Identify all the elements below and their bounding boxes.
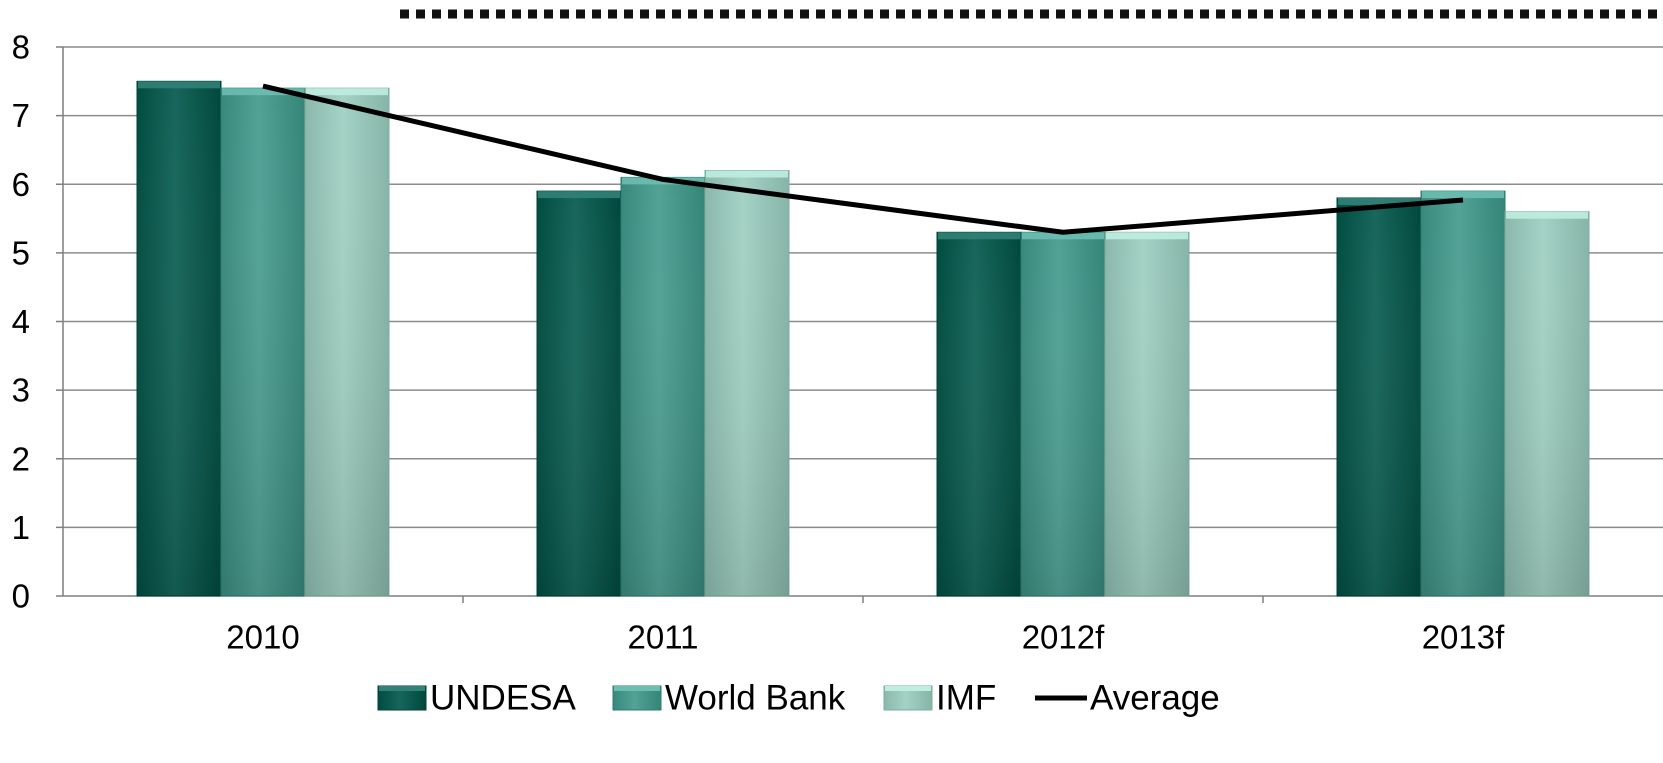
bar-shading bbox=[621, 177, 705, 596]
legend-swatch-highlight bbox=[379, 686, 425, 691]
bar-shading bbox=[1337, 197, 1421, 596]
bar-top-highlight bbox=[1422, 191, 1504, 199]
y-tick-label: 2 bbox=[12, 440, 30, 477]
x-tick-label: 2011 bbox=[628, 619, 699, 656]
y-tick-label: 5 bbox=[12, 234, 30, 271]
x-tick-label: 2010 bbox=[226, 619, 299, 656]
bar-shading bbox=[221, 88, 305, 597]
bars bbox=[136, 80, 1590, 597]
bar-shading bbox=[1421, 191, 1505, 597]
bar-top-highlight bbox=[1338, 197, 1420, 205]
y-tick-label: 4 bbox=[12, 303, 30, 340]
legend-label: IMF bbox=[936, 679, 996, 718]
y-tick-label: 7 bbox=[12, 97, 30, 134]
legend-swatch-highlight bbox=[885, 686, 931, 691]
y-tick-label: 8 bbox=[12, 29, 30, 66]
bar-top-highlight bbox=[938, 232, 1020, 240]
bar-shading bbox=[1021, 232, 1105, 596]
bar-top-highlight bbox=[222, 88, 304, 96]
legend-label: World Bank bbox=[665, 679, 846, 718]
legend-label: UNDESA bbox=[430, 679, 577, 718]
tick-labels: 0 1 2 3 4 5 6 7 8 2010 2011 2012f 2013f bbox=[12, 29, 1505, 656]
legend-item: UNDESA bbox=[377, 679, 577, 718]
bar-top-highlight bbox=[706, 170, 788, 178]
legend: UNDESA World Bank IMF Average bbox=[377, 679, 1220, 718]
bar-top-highlight bbox=[1022, 232, 1104, 240]
y-tick-label: 6 bbox=[12, 166, 30, 203]
bar-shading bbox=[1105, 232, 1189, 596]
average-line-layer bbox=[262, 83, 1464, 235]
bar-shading bbox=[1505, 211, 1589, 596]
legend-label: Average bbox=[1090, 679, 1220, 718]
bar-shading bbox=[537, 191, 621, 597]
x-tick-label: 2012f bbox=[1022, 619, 1105, 656]
bar-shading bbox=[137, 81, 221, 596]
bar-shading bbox=[937, 232, 1021, 596]
average-line bbox=[262, 83, 1464, 235]
legend-item: IMF bbox=[883, 679, 996, 718]
x-tick-label: 2013f bbox=[1422, 619, 1505, 656]
y-tick-label: 0 bbox=[12, 578, 30, 615]
bar-top-highlight bbox=[306, 88, 388, 96]
bar-top-highlight bbox=[138, 81, 220, 89]
bar-top-highlight bbox=[538, 191, 620, 199]
bar-top-highlight bbox=[1106, 232, 1188, 240]
legend-swatch-highlight bbox=[614, 686, 660, 691]
bar-top-highlight bbox=[1506, 211, 1588, 219]
bar-shading bbox=[305, 88, 389, 597]
y-tick-label: 3 bbox=[12, 372, 30, 409]
legend-item: Average bbox=[1035, 679, 1220, 718]
y-tick-label: 1 bbox=[12, 509, 30, 546]
legend-item: World Bank bbox=[612, 679, 846, 718]
bar-shading bbox=[705, 170, 789, 596]
